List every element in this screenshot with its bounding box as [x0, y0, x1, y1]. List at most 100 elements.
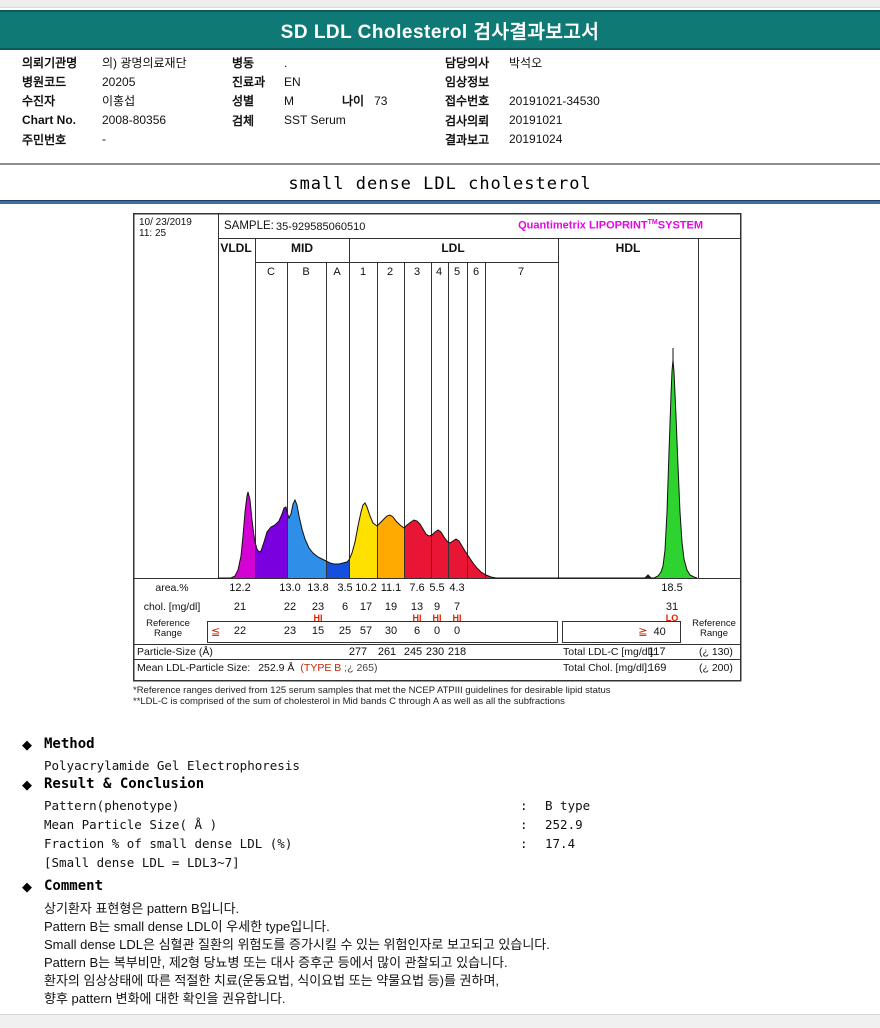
patient-label: 임상정보: [445, 75, 490, 90]
brand-lipoprint: LIPOPRINT: [585, 219, 648, 232]
row-label-ref-right: Reference Range: [692, 619, 736, 639]
method-body: Polyacrylamide Gel Electrophoresis: [44, 758, 300, 773]
comment-line: 향후 pattern 변화에 대한 확인을 권유합니다.: [44, 991, 286, 1006]
patient-label: 성별: [232, 94, 255, 109]
patient-row: 병원코드 20205: [22, 72, 187, 91]
section-header-hdl: HDL: [615, 241, 641, 255]
comment-line: Pattern B는 복부비만, 제2형 당뇨병 또는 대사 증후군 등에서 많…: [44, 955, 508, 970]
patient-row: 검사의뢰 20191021: [445, 111, 600, 130]
section-header-vldl: VLDL: [220, 241, 252, 255]
particle-size-value: 230: [425, 646, 445, 658]
divider-navy: [0, 200, 880, 204]
patient-value: EN: [284, 74, 301, 89]
patient-row: 주민번호 -: [22, 130, 187, 149]
patient-label: 접수번호: [445, 94, 490, 109]
patient-label: 주민번호: [22, 132, 67, 147]
area-pct-value: 12.2: [229, 582, 251, 594]
curve-band-midb: [287, 500, 326, 578]
method-heading: Method: [44, 736, 95, 752]
comment-line: Small dense LDL은 심혈관 질환의 위험도를 증가시킬 수 있는 …: [44, 937, 550, 952]
patient-col-2: 병동. 진료과 EN 성별 M 나이 73 검체 SST Serum: [232, 53, 387, 130]
brand-quantimetrix: Quantimetrix: [518, 219, 586, 232]
ldl-band-label-5: 5: [453, 266, 461, 278]
page-bottom-strip: [0, 1014, 880, 1028]
ref-range-value: 30: [384, 625, 398, 637]
patient-row: 임상정보: [445, 72, 600, 91]
area-pct-value: 5.5: [429, 582, 445, 594]
area-pct-value-hdl: 18.5: [661, 582, 683, 594]
row-label-particle: Particle-Size (Å): [137, 646, 213, 658]
patient-value: 20191024: [509, 132, 563, 147]
ref-range-value: 57: [359, 625, 373, 637]
curve-band-baseline-mark: [645, 575, 651, 578]
section-bullet-icon: ◆: [22, 737, 32, 752]
total-chol-value: 169: [648, 662, 667, 674]
footnote-2: **LDL-C is comprised of the sum of chole…: [133, 696, 565, 707]
patient-row: 진료과 EN: [232, 72, 387, 91]
patient-label: 나이: [342, 94, 365, 109]
patient-value: 이홍섭: [102, 94, 136, 109]
divider-gray: [0, 163, 880, 165]
comment-heading: Comment: [44, 878, 104, 894]
result-row-value: B type: [545, 798, 591, 813]
ref-range-box-hdl: [562, 621, 681, 643]
patient-value: 의) 광명의료재단: [102, 56, 187, 71]
result-heading: Result & Conclusion: [44, 776, 205, 792]
result-row-colon: :: [520, 817, 528, 832]
chol-value: 9: [433, 601, 441, 613]
patient-row: 담당의사 박석오: [445, 53, 600, 72]
footnote-1: *Reference ranges derived from 125 serum…: [133, 685, 611, 696]
area-pct-value: 13.8: [307, 582, 329, 594]
patient-label: 병동: [232, 56, 255, 71]
patient-row: 결과보고 20191024: [445, 130, 600, 149]
panel-border: [132, 212, 742, 682]
comment-line: 상기환자 표현형은 pattern B입니다.: [44, 901, 240, 916]
patient-label: 의뢰기관명: [22, 56, 78, 71]
section-bullet-icon: ◆: [22, 879, 32, 894]
section-header-mid: MID: [291, 241, 313, 255]
mid-band-label-B: B: [302, 266, 310, 278]
chol-value: 19: [384, 601, 398, 613]
mean-particle-label: Mean LDL-Particle Size:: [137, 662, 251, 674]
brand-tm-sup: TM: [647, 219, 658, 226]
ref-range-value: 25: [338, 625, 352, 637]
ref-range-value: 15: [311, 625, 325, 637]
scan-date: 10/ 23/2019: [139, 217, 192, 228]
row-label-chol: chol. [mg/dl]: [143, 601, 201, 613]
result-row-label: Mean Particle Size( Å ): [44, 817, 218, 832]
ldl-band-label-1: 1: [359, 266, 367, 278]
result-row-colon: :: [520, 836, 528, 851]
brand-text: Quantimetrix LIPOPRINTTMSYSTEM: [450, 219, 703, 232]
row-label-area: area.%: [155, 582, 189, 594]
ref-label-line: Reference: [146, 618, 190, 629]
ref-range-value-hdl: ≧ 40: [638, 625, 665, 638]
curve-outline: [218, 359, 698, 579]
result-row-value: 17.4: [545, 836, 576, 851]
curve-band-ldl2: [377, 515, 404, 578]
area-pct-value: 10.2: [355, 582, 377, 594]
sample-value: 35-929585060510: [276, 221, 366, 233]
ref-range-value: 6: [413, 625, 421, 637]
chol-flag: HI: [432, 613, 442, 623]
mean-particle-line: Mean LDL-Particle Size: 252.9 Å (TYPE B ;¿…: [137, 662, 377, 674]
patient-row: 검체 SST Serum: [232, 111, 387, 130]
report-header-banner: SD LDL Cholesterol 검사결과보고서: [0, 10, 880, 50]
total-ldl-ref: (¿ 130): [699, 646, 733, 658]
mid-band-label-A: A: [333, 266, 341, 278]
particle-size-value: 218: [447, 646, 467, 658]
scan-datetime: 10/ 23/2019 11: 25: [139, 217, 192, 239]
brand-system: SYSTEM: [657, 219, 703, 232]
ldl-band-label-2: 2: [386, 266, 394, 278]
mean-particle-value: 252.9 Å: [258, 662, 295, 674]
mean-particle-type: (TYPE B ;: [300, 662, 348, 674]
patient-col-1: 의뢰기관명 의) 광명의료재단 병원코드 20205 수진자 이홍섭 Chart No. 20…: [22, 53, 187, 149]
ref-range-value: 22: [233, 625, 247, 637]
patient-row: 수진자 이홍섭: [22, 91, 187, 110]
total-chol-label: Total Chol. [mg/dl]:: [563, 662, 650, 674]
comment-line: Pattern B는 small dense LDL이 우세한 type입니다.: [44, 919, 330, 934]
particle-size-value: 245: [403, 646, 423, 658]
curve-band-mida: [326, 560, 349, 578]
patient-value: SST Serum: [284, 113, 346, 128]
